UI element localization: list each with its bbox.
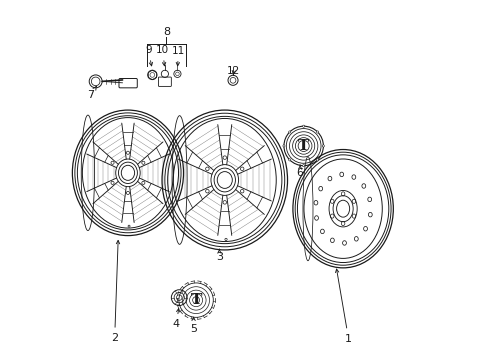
Text: 8: 8 xyxy=(163,27,169,37)
Text: 12: 12 xyxy=(226,66,240,76)
Circle shape xyxy=(302,165,304,167)
Circle shape xyxy=(302,125,304,127)
Circle shape xyxy=(288,159,290,161)
Text: T: T xyxy=(190,293,202,307)
Text: T: T xyxy=(298,139,309,153)
Text: 1: 1 xyxy=(335,269,351,343)
Text: 2: 2 xyxy=(111,240,120,343)
Circle shape xyxy=(316,131,318,133)
Text: 6: 6 xyxy=(296,165,303,178)
Circle shape xyxy=(322,145,324,147)
Text: 5: 5 xyxy=(190,317,197,334)
Text: 10: 10 xyxy=(156,45,169,66)
Text: 9: 9 xyxy=(145,45,152,66)
Text: 4: 4 xyxy=(172,309,180,329)
Circle shape xyxy=(288,131,290,133)
Text: 7: 7 xyxy=(87,86,96,100)
Circle shape xyxy=(282,145,285,147)
Text: 11: 11 xyxy=(172,46,185,66)
Circle shape xyxy=(316,159,318,161)
Text: 3: 3 xyxy=(216,249,223,262)
